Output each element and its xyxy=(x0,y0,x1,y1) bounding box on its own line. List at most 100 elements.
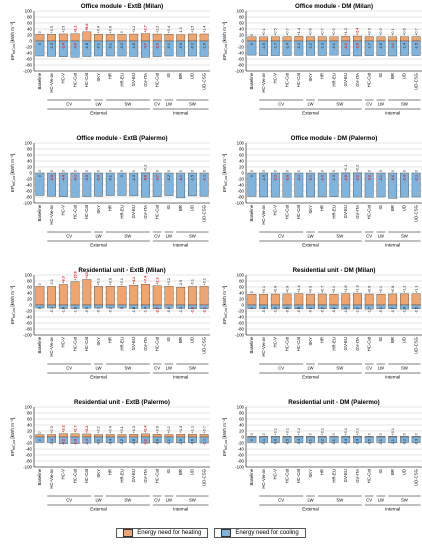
x-tick-label: HR xyxy=(320,337,325,343)
y-tick-label: -40 xyxy=(26,447,33,452)
x-tick-label: HC-Cat xyxy=(284,468,289,483)
bar-cooling xyxy=(164,40,174,57)
bar-cooling xyxy=(282,436,292,443)
data-label-cooling: -0.2 xyxy=(320,307,324,313)
bar-cooling xyxy=(400,40,409,56)
y-axis-label: EPH/C,nd [kWh m⁻²] xyxy=(10,418,16,456)
x-tick-label: HR xyxy=(108,205,113,211)
bar-heating xyxy=(282,36,292,42)
group-label: CV xyxy=(154,102,160,107)
y-tick-label: -60 xyxy=(26,321,33,326)
bar-heating xyxy=(364,293,374,306)
data-label-cooling: 0 xyxy=(250,439,254,441)
data-label-heating: 0 xyxy=(414,170,418,172)
bar-cooling xyxy=(141,436,150,444)
data-label-cooling: -0.1 xyxy=(262,307,266,313)
bar-cooling xyxy=(400,172,409,198)
data-label-heating: +0.4 xyxy=(108,426,112,433)
group-label: CV xyxy=(154,366,160,371)
bar-cooling xyxy=(353,40,362,57)
group-label: SW xyxy=(336,102,344,107)
bar-cooling xyxy=(329,304,339,309)
y-axis-label: EPH/C,nd [kWh m⁻²] xyxy=(10,286,16,324)
section-label: Internal xyxy=(385,375,400,380)
data-label-heating: 0 xyxy=(379,170,383,172)
group-label: CV xyxy=(278,234,284,239)
data-label-heating: 0 xyxy=(250,433,254,435)
bar-cooling xyxy=(129,40,139,57)
bar-cooling xyxy=(199,40,209,57)
data-label-cooling: -0.6 xyxy=(191,439,195,445)
data-label-heating: +0.3 xyxy=(332,28,336,35)
bar-heating xyxy=(117,34,127,42)
bar-heating xyxy=(294,36,304,42)
data-label-cooling: -0.2 xyxy=(120,439,124,445)
x-tick-label: Baseline xyxy=(37,468,42,485)
legend-item-cooling: Energy need for cooling xyxy=(214,528,306,538)
bar-heating xyxy=(400,293,409,306)
x-tick-label: HC-V xyxy=(273,337,278,348)
bar-cooling xyxy=(259,172,268,198)
data-label-cooling: -0.2 xyxy=(191,43,195,49)
x-tick-label: GV-ITA xyxy=(355,337,360,351)
bar-cooling xyxy=(294,172,304,198)
bar-cooling xyxy=(199,436,209,444)
data-label-heating: +0.5 xyxy=(274,28,278,35)
data-label-heating: +1.2 xyxy=(155,26,159,33)
y-tick-label: 40 xyxy=(239,423,244,428)
bar-cooling xyxy=(94,436,103,443)
y-axis-label-subscript: H/C,nd xyxy=(12,44,16,54)
bar-cooling xyxy=(141,304,150,309)
x-tick-label: UD xyxy=(402,337,407,343)
data-label-cooling: -0.4 xyxy=(297,439,301,445)
y-tick-label: -40 xyxy=(26,51,33,56)
data-label-cooling: 0 xyxy=(38,43,42,45)
data-label-heating: 0 xyxy=(367,170,371,172)
y-axis-label-main: EP xyxy=(222,53,227,60)
y-tick-label: -40 xyxy=(26,315,33,320)
x-tick-label: IG xyxy=(166,336,171,341)
data-label-cooling: -0.1 xyxy=(379,439,383,445)
bar-cooling xyxy=(411,304,421,309)
data-label-heating: 0 xyxy=(285,170,289,172)
bar-heating xyxy=(282,293,292,306)
x-tick-label: HC-Cat xyxy=(367,204,372,219)
bar-cooling xyxy=(117,436,127,443)
bar-cooling xyxy=(259,304,268,309)
y-tick-label: -40 xyxy=(238,51,245,56)
data-label-heating: +2.2 xyxy=(85,426,89,433)
y-tick-label: -80 xyxy=(238,195,245,200)
y-tick-label: 20 xyxy=(27,165,32,170)
x-tick-label: GV-EU xyxy=(343,205,348,218)
bar-heating xyxy=(317,293,327,306)
x-tick-label: IG xyxy=(378,336,383,341)
data-label-cooling: -1.7 xyxy=(367,307,371,313)
data-label-cooling: -0.1 xyxy=(97,307,101,313)
group-label: CV xyxy=(154,498,160,503)
panel-4: Office module - DM (Palermo) -100-80-60-4… xyxy=(222,135,422,248)
data-label-cooling: -1.9 xyxy=(262,175,266,181)
x-tick-label: UD-CSG xyxy=(201,468,206,486)
bar-cooling xyxy=(400,436,409,443)
data-label-heating: +0.1 xyxy=(391,428,395,435)
y-tick-label: -20 xyxy=(26,441,33,446)
data-label-cooling: -1.2 xyxy=(309,43,313,49)
bar-heating xyxy=(141,33,150,42)
x-tick-label: BR xyxy=(178,205,183,211)
bar-heating xyxy=(117,434,127,438)
bar-cooling xyxy=(35,304,45,309)
x-tick-label: HC-Cat xyxy=(284,336,289,351)
data-label-cooling: -2.0 xyxy=(320,175,324,181)
bar-cooling xyxy=(341,172,351,198)
x-tick-label: HR-EU xyxy=(119,469,124,483)
group-label: CV xyxy=(66,102,72,107)
data-label-cooling: -0.2 xyxy=(120,43,124,49)
bar-cooling xyxy=(152,436,162,443)
data-label-cooling: -1.5 xyxy=(414,43,418,49)
x-tick-label: GV-ITA xyxy=(143,469,148,483)
y-tick-label: 40 xyxy=(27,291,32,296)
data-label-heating: +2.1 xyxy=(73,26,77,33)
y-axis-label-main: EP xyxy=(222,449,227,456)
x-tick-label: Baseline xyxy=(249,468,254,485)
data-label-heating: 0 xyxy=(309,170,313,172)
